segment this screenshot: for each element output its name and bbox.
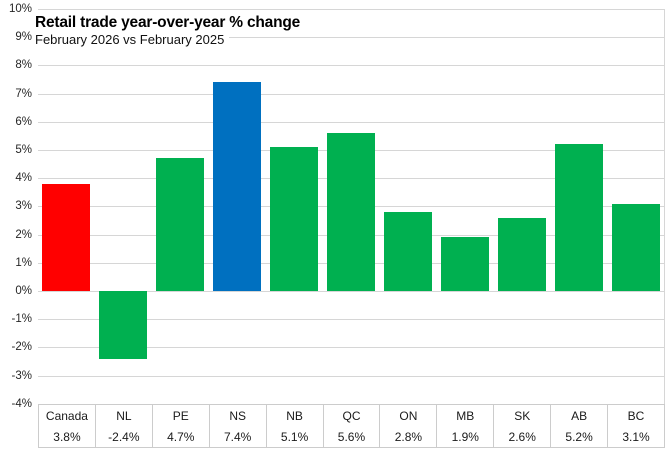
table-column-on: ON 2.8% xyxy=(379,405,436,447)
bar-on xyxy=(383,212,432,291)
gridline xyxy=(38,9,664,10)
bar-nb xyxy=(270,147,319,291)
y-tick-label: 3% xyxy=(15,200,32,213)
y-tick-label: -4% xyxy=(11,397,32,410)
y-tick-label: -1% xyxy=(11,313,32,326)
table-value-label: 1.9% xyxy=(451,429,479,444)
table-category-label: Canada xyxy=(45,408,88,423)
table-category-label: AB xyxy=(571,408,588,423)
y-tick-label: 1% xyxy=(15,256,32,269)
gridline xyxy=(38,37,664,39)
y-tick-label: 4% xyxy=(15,172,32,185)
table-column-ab: AB 5.2% xyxy=(550,405,607,447)
table-value-label: 4.7% xyxy=(167,429,195,444)
bar-sk xyxy=(497,217,546,291)
bar-ab xyxy=(554,144,603,291)
y-tick-label: 8% xyxy=(15,59,32,72)
y-tick-label: 5% xyxy=(15,144,32,156)
table-category-label: PE xyxy=(172,408,189,423)
table-column-ns: NS 7.4% xyxy=(208,405,266,447)
gridline xyxy=(38,65,664,67)
table-column-canada: Canada 3.8% xyxy=(38,405,95,447)
table-category-label: BC xyxy=(627,408,645,423)
gridline xyxy=(38,347,664,349)
bar-pe xyxy=(156,158,205,291)
y-tick-label: 0% xyxy=(15,285,32,297)
bar-nl xyxy=(99,291,148,359)
gridline xyxy=(38,375,664,377)
data-table: Canada 3.8% NL -2.4% PE 4.7% NS 7.4% NB 5.1% QC 5.6… xyxy=(38,404,665,448)
y-tick-label: 7% xyxy=(15,87,32,100)
y-tick-label: -3% xyxy=(11,369,32,382)
y-tick-label: 2% xyxy=(15,228,32,241)
table-value-label: 7.4% xyxy=(223,429,252,444)
table-category-label: ON xyxy=(399,408,418,423)
y-tick-label: 9% xyxy=(15,31,32,44)
table-column-sk: SK 2.6% xyxy=(493,405,550,447)
bar-bc xyxy=(611,203,660,291)
table-column-nl: NL -2.4% xyxy=(94,405,152,447)
table-value-label: 5.2% xyxy=(565,429,593,444)
bar-mb xyxy=(440,237,489,291)
table-category-label: QC xyxy=(342,408,361,423)
table-category-label: SK xyxy=(514,408,531,423)
table-category-label: NB xyxy=(286,408,303,423)
gridline xyxy=(38,319,664,321)
bar-canada xyxy=(42,183,91,291)
gridline xyxy=(38,93,664,95)
table-value-label: 2.8% xyxy=(394,429,423,444)
table-column-pe: PE 4.7% xyxy=(151,405,209,447)
bar-ns xyxy=(213,82,262,291)
table-value-label: 3.1% xyxy=(622,429,650,444)
table-column-bc: BC 3.1% xyxy=(607,405,664,447)
chart-subtitle: February 2026 vs February 2025 xyxy=(35,31,230,49)
plot-right-border xyxy=(664,9,665,404)
y-tick-label: 6% xyxy=(15,115,32,128)
table-column-qc: QC 5.6% xyxy=(322,405,380,447)
bar-qc xyxy=(327,133,375,291)
table-category-label: MB xyxy=(456,408,475,423)
table-value-label: 2.6% xyxy=(508,429,536,444)
gridline xyxy=(38,291,664,292)
table-value-label: 5.6% xyxy=(337,429,366,444)
table-value-label: 5.1% xyxy=(280,429,309,444)
table-value-label: 3.8% xyxy=(53,429,81,444)
y-tick-label: 10% xyxy=(8,3,32,15)
chart-title: Retail trade year-over-year % change xyxy=(35,13,305,33)
table-column-mb: MB 1.9% xyxy=(436,405,493,447)
gridline xyxy=(38,121,664,123)
table-column-nb: NB 5.1% xyxy=(265,405,323,447)
table-value-label: -2.4% xyxy=(108,429,140,444)
y-tick-label: -2% xyxy=(11,341,32,354)
table-category-label: NL xyxy=(116,408,132,423)
table-category-label: NS xyxy=(229,408,246,423)
